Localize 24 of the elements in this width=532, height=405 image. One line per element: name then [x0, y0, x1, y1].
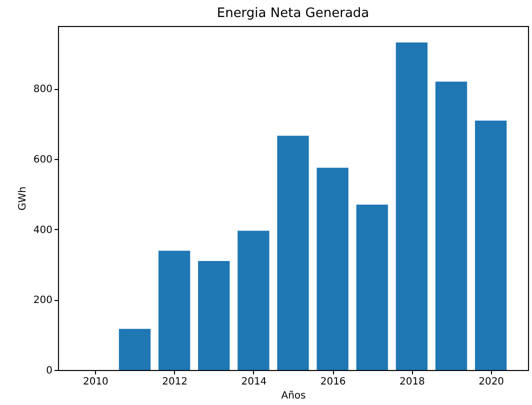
x-tick-label: 2016	[320, 376, 346, 388]
bar	[435, 82, 468, 370]
x-tick-label: 2020	[478, 376, 504, 388]
y-tick-label: 0	[46, 366, 52, 376]
bar	[277, 136, 309, 370]
x-tick-label: 2018	[399, 376, 425, 388]
y-tick-label: 400	[33, 224, 52, 236]
bar	[396, 42, 428, 370]
bar	[474, 120, 507, 370]
y-axis-title: GWh	[17, 186, 28, 210]
y-tick-label: 800	[33, 84, 52, 96]
x-tick-label: 2012	[162, 376, 188, 388]
y-tick-label: 600	[33, 154, 52, 166]
bar	[118, 328, 151, 370]
x-tick-label: 2010	[82, 376, 108, 388]
x-axis-title: Años	[281, 390, 306, 402]
bar	[316, 168, 348, 370]
chart-title: Energia Neta Generada	[216, 6, 370, 21]
bar	[238, 230, 270, 370]
x-tick-label: 2014	[241, 376, 267, 388]
y-tick-label: 200	[33, 295, 52, 306]
bar	[158, 250, 190, 370]
bar	[198, 260, 230, 370]
bar	[356, 204, 388, 370]
